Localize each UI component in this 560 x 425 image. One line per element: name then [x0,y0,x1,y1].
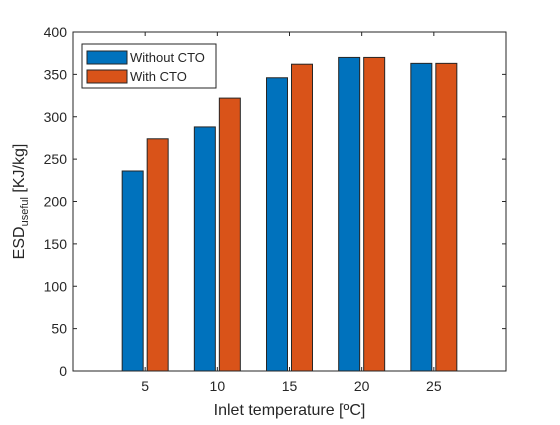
y-tick-label: 150 [44,236,68,252]
bar-with-cto-15 [291,63,313,372]
plot-frame [72,31,507,372]
x-tick-label: 5 [141,378,149,394]
bar-without-cto-20 [338,56,361,372]
bars-layer [121,56,458,372]
bar-with-cto-20 [363,56,386,372]
bar-with-cto-25 [435,62,458,372]
y-tick-label: 400 [44,24,68,40]
y-axis-label-subscript: useful [19,197,31,226]
legend-swatch-with-cto [86,69,128,84]
y-axis-label-unit: [KJ/kg] [11,144,28,197]
x-tick-label: 20 [354,378,370,394]
y-tick-label: 350 [44,66,68,82]
y-tick-label: 0 [59,363,67,379]
bar-without-cto-25 [410,62,433,372]
bar-with-cto-10 [218,97,241,372]
y-tick-label: 250 [44,151,68,167]
bar-with-cto-5 [146,138,169,372]
bar-without-cto-5 [121,170,144,372]
legend-label-with-cto: With CTO [130,69,187,84]
y-tick-label: 300 [44,109,68,125]
y-tick-label: 100 [44,278,68,294]
bar-without-cto-10 [193,126,216,372]
y-axis-label-main: ESD [11,226,28,259]
legend-swatch-without-cto [86,50,128,65]
x-tick-label: 25 [426,378,442,394]
bar-without-cto-15 [266,77,288,372]
legend: Without CTO With CTO [81,43,217,89]
y-tick-label: 200 [44,194,68,210]
legend-label-without-cto: Without CTO [130,50,205,65]
ticks-layer: 0 50 100 150 200 250 300 350 400 5 10 15 20 25 [44,24,506,394]
y-tick-label: 50 [51,321,67,337]
y-axis-label: ESDuseful [KJ/kg] [11,144,31,260]
x-tick-label: 10 [210,378,226,394]
x-axis-label: Inlet temperature [ºC] [214,402,366,419]
x-tick-label: 15 [282,378,298,394]
